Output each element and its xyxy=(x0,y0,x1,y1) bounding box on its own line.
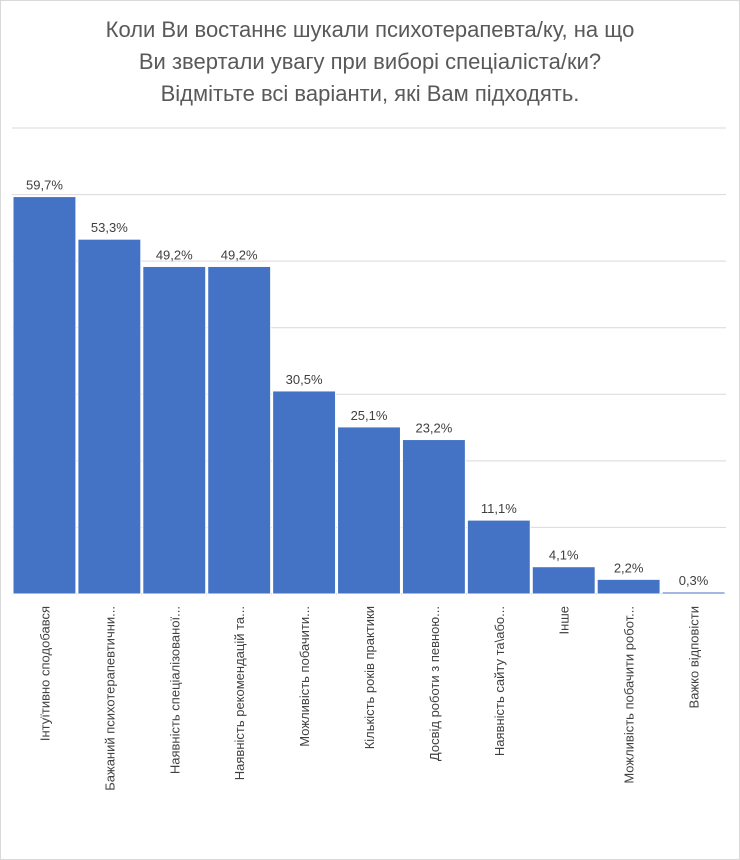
data-label: 0,3% xyxy=(679,573,709,588)
category-label: Наявність сайту та\або... xyxy=(492,606,507,756)
data-label: 49,2% xyxy=(221,247,258,262)
category-label: Можливість побачити... xyxy=(297,606,312,747)
category-label: Важко відповісти xyxy=(687,606,702,708)
data-label: 59,7% xyxy=(26,178,63,193)
bar xyxy=(12,196,77,595)
bar xyxy=(77,238,142,595)
bar xyxy=(661,591,726,595)
bar xyxy=(466,519,531,595)
chart-title-line-2: Ви звертали увагу при виборі спеціаліста… xyxy=(138,49,602,74)
bar xyxy=(142,265,207,595)
data-label: 2,2% xyxy=(614,560,644,575)
bar xyxy=(531,566,596,595)
chart-title-line-1: Коли Ви востаннє шукали психотерапевта/к… xyxy=(105,17,635,42)
data-label: 11,1% xyxy=(481,501,517,516)
category-label: Досвід роботи з певною... xyxy=(427,606,442,761)
data-label: 30,5% xyxy=(286,372,323,387)
data-label: 49,2% xyxy=(156,247,193,262)
category-label: Бажаний психотерапевтични... xyxy=(102,606,117,791)
category-label: Інтуїтивно сподобався xyxy=(37,606,52,741)
data-label: 25,1% xyxy=(351,408,388,423)
bar xyxy=(272,390,337,595)
bar xyxy=(596,578,661,595)
data-label: 4,1% xyxy=(549,548,579,563)
category-label: Кількість років практики xyxy=(362,606,377,749)
bar xyxy=(401,439,466,595)
data-label: 53,3% xyxy=(91,220,128,235)
value-labels: 59,7% 53,3% 49,2% 49,2% 30,5% 25,1% 23,2% 11,1%… xyxy=(26,178,709,588)
chart-title: Коли Ви востаннє шукали психотерапевта/к… xyxy=(0,14,740,110)
category-labels: Інтуїтивно сподобався Бажаний психотерапе… xyxy=(37,606,701,791)
chart-title-line-3: Відмітьте всі варіанти, які Вам підходят… xyxy=(160,81,580,106)
category-label: Інше xyxy=(557,606,572,634)
category-label: Можливість побачити робот... xyxy=(622,606,637,784)
category-label: Наявність спеціалізованої... xyxy=(167,606,182,774)
data-label: 23,2% xyxy=(415,421,452,436)
bar xyxy=(337,426,401,595)
bar xyxy=(207,265,272,595)
bars xyxy=(12,196,726,595)
category-label: Наявність рекомендацій та... xyxy=(232,606,247,780)
